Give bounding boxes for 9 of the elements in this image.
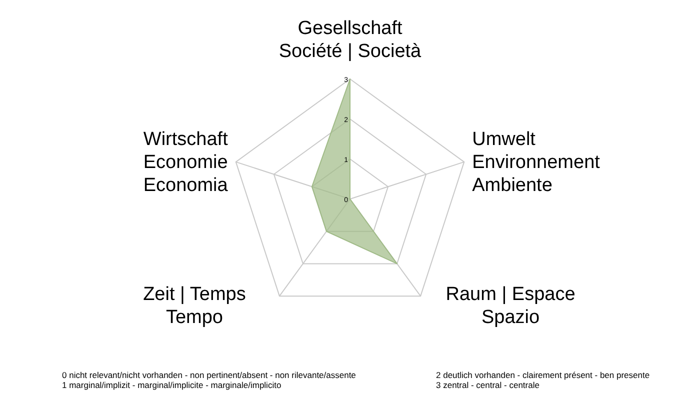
spoke-label: Gesellschaft Société | Società (278, 18, 422, 62)
text: 0 nicht relevant/nicht vorhanden - non pertinent/absent - non rilevante/assente (62, 370, 356, 380)
spoke-label: Wirtschaft Economie Economia (143, 128, 229, 196)
text: 3 zentral - central - centrale (436, 380, 540, 390)
spoke-label: Umwelt Environnement Ambiente (472, 128, 601, 196)
text: 2 deutlich vorhanden - clairement présent - ben presente (436, 370, 650, 380)
text: 1 marginal/implizit - marginal/implicite - marginale/implicito (62, 380, 282, 390)
spoke-label: Raum | Espace Spazio (446, 284, 576, 328)
spoke-label: Zeit | Temps Tempo (143, 284, 246, 328)
